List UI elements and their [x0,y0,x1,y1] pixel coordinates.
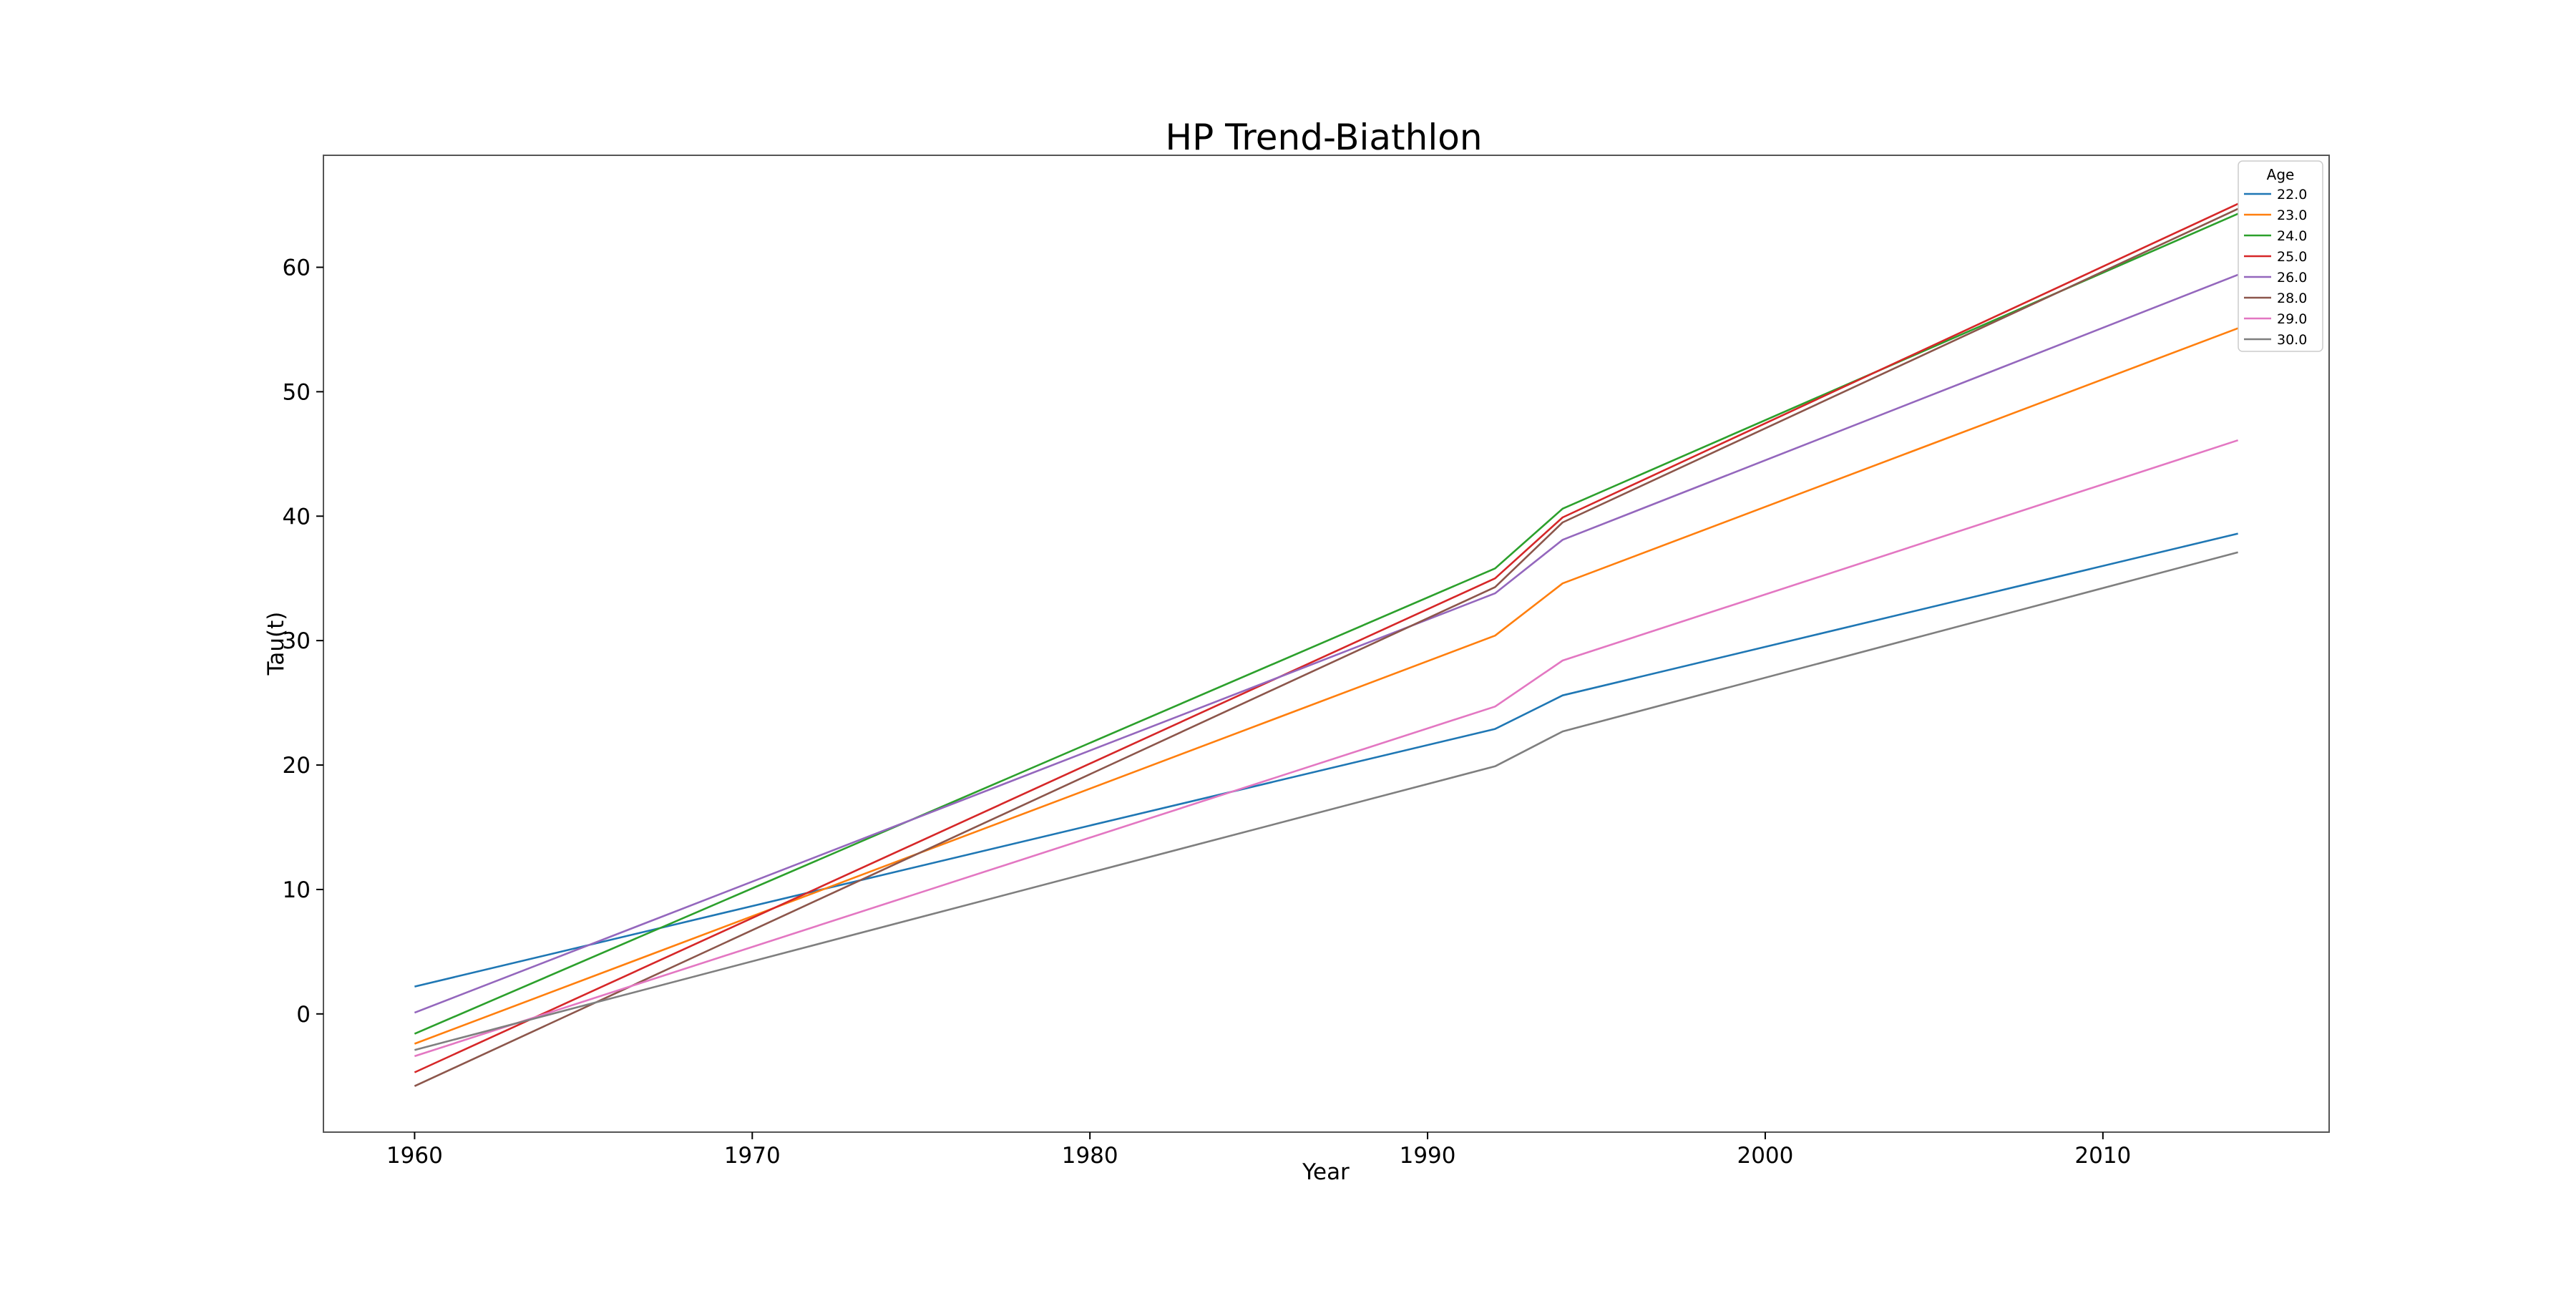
y-tick-label: 60 [283,255,311,281]
legend: Age 22.0 23.0 24.0 25.0 26.0 28.0 29.0 30.0 [2238,160,2323,352]
y-tick-label: 10 [283,877,311,903]
y-tick-label: 50 [283,379,311,405]
series-line-23.0 [414,327,2239,1045]
x-tick-label: 2000 [1737,1143,1793,1169]
legend-label-24.0: 24.0 [2277,228,2307,244]
series-line-29.0 [414,439,2239,1058]
legend-label-28.0: 28.0 [2277,291,2307,306]
series-line-30.0 [414,551,2238,1051]
plot-area [414,203,2239,1087]
legend-label-22.0: 22.0 [2277,187,2307,203]
series-line-22.0 [414,532,2238,988]
x-axis: 1960 1970 1980 1990 2000 2010 [386,1132,2131,1169]
y-tick-label: 0 [296,1002,311,1028]
series-line-25.0 [414,203,2239,1073]
y-tick-label: 20 [283,753,311,779]
y-tick-label: 30 [283,628,311,654]
x-axis-label: Year [1302,1159,1350,1185]
y-tick-label: 40 [283,504,311,530]
series-line-26.0 [414,273,2239,1014]
y-axis-label: Tau(t) [263,612,289,676]
legend-label-29.0: 29.0 [2277,311,2307,327]
chart-title: HP Trend-Biathlon [1165,117,1482,158]
legend-box [2238,160,2323,352]
legend-label-23.0: 23.0 [2277,208,2307,223]
legend-label-25.0: 25.0 [2277,249,2307,265]
series-line-28.0 [414,208,2239,1087]
x-tick-label: 1960 [386,1143,443,1169]
x-tick-label: 2010 [2074,1143,2131,1169]
x-tick-label: 1980 [1062,1143,1118,1169]
plot-frame [323,155,2330,1133]
y-axis: 0 10 20 30 40 50 60 [283,255,323,1028]
x-tick-label: 1990 [1400,1143,1456,1169]
legend-label-30.0: 30.0 [2277,332,2307,348]
legend-title: Age [2267,166,2295,183]
x-tick-label: 1970 [724,1143,781,1169]
legend-label-26.0: 26.0 [2277,270,2307,286]
legend-items: 22.0 23.0 24.0 25.0 26.0 28.0 29.0 30.0 [2244,187,2307,348]
